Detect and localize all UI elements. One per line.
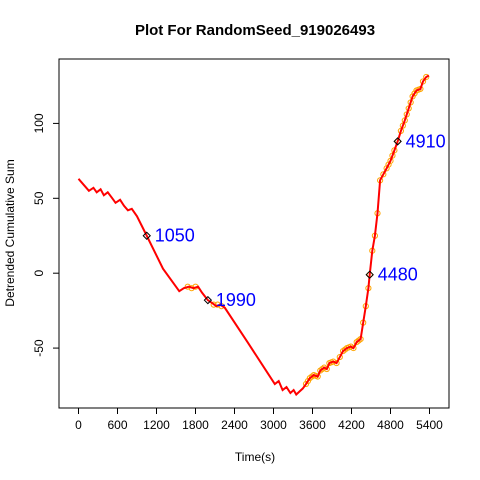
y-tick-label: 100 bbox=[32, 113, 46, 133]
data-point bbox=[210, 301, 217, 308]
x-tick-label: 1200 bbox=[143, 418, 170, 432]
y-tick-label: 50 bbox=[32, 191, 46, 205]
y-axis-label: Detrended Cumulative Sum bbox=[3, 159, 17, 306]
change-point-marker bbox=[365, 270, 374, 279]
data-point bbox=[380, 171, 387, 178]
x-tick-label: 600 bbox=[107, 418, 127, 432]
change-point-label: 1990 bbox=[216, 290, 256, 310]
x-tick-label: 1800 bbox=[182, 418, 209, 432]
data-point bbox=[333, 359, 340, 367]
x-tick-label: 4800 bbox=[377, 418, 404, 432]
x-tick-label: 3600 bbox=[299, 418, 326, 432]
x-axis-label: Time(s) bbox=[235, 450, 275, 464]
data-point bbox=[336, 353, 343, 361]
x-tick-label: 2400 bbox=[221, 418, 248, 432]
x-tick-label: 4200 bbox=[338, 418, 365, 432]
x-tick-label: 0 bbox=[75, 418, 82, 432]
change-point-label: 4910 bbox=[406, 131, 446, 151]
chart-title: Plot For RandomSeed_919026493 bbox=[135, 22, 375, 39]
data-point bbox=[350, 344, 357, 352]
change-points: 1050 1990 4480 4910 bbox=[142, 131, 446, 310]
x-tick-label: 3000 bbox=[260, 418, 287, 432]
x-tick-label: 5400 bbox=[416, 418, 443, 432]
data-point bbox=[423, 73, 430, 81]
data-point bbox=[323, 365, 330, 373]
change-point-label: 1050 bbox=[155, 226, 195, 246]
y-axis: -50 0 50 100 bbox=[32, 113, 59, 357]
change-point-label: 4480 bbox=[378, 265, 418, 285]
change-point-marker bbox=[203, 295, 213, 305]
x-axis: 0 600 1200 1800 2400 3000 3600 4200 4800 5400 bbox=[75, 408, 443, 432]
change-point-marker bbox=[142, 231, 151, 240]
data-markers bbox=[184, 73, 430, 388]
y-tick-label: 0 bbox=[32, 270, 46, 277]
plot-frame bbox=[58, 58, 450, 409]
y-tick-label: -50 bbox=[32, 339, 46, 357]
series-line bbox=[77, 74, 430, 397]
change-point-marker bbox=[393, 137, 402, 146]
